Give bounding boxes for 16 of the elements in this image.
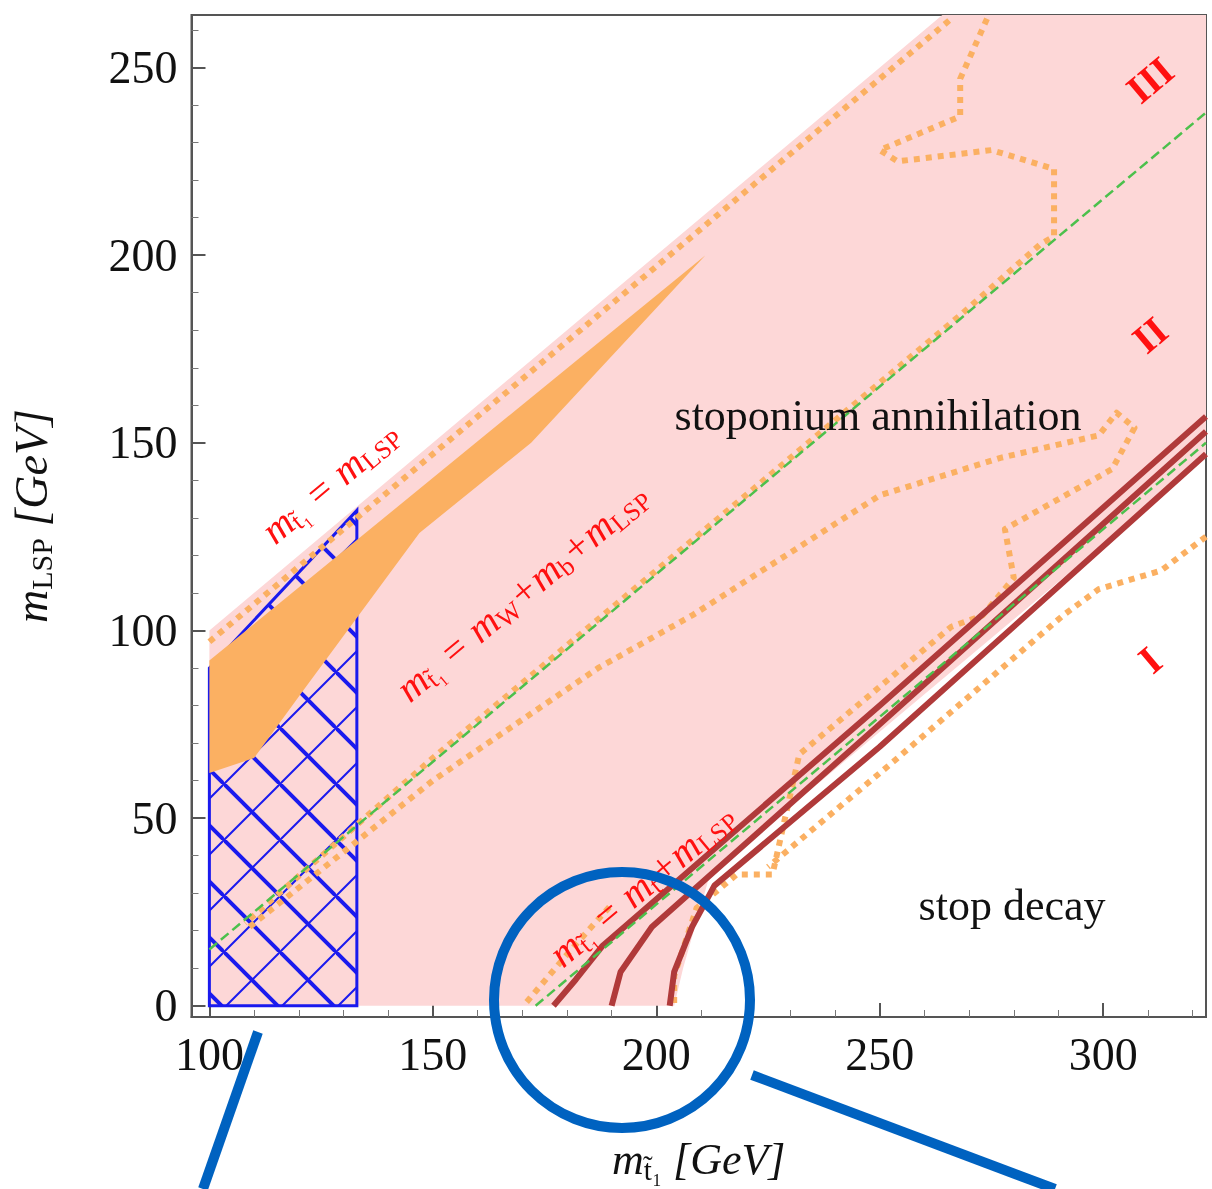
annotation: mt̃₁ = mt+mLSP	[539, 807, 745, 976]
annotation: III	[1117, 47, 1183, 113]
y-tick-label: 50	[131, 792, 178, 844]
y-tick-label: 250	[108, 42, 178, 94]
y-tick-label: 100	[108, 604, 178, 656]
y-tick-label: 150	[108, 417, 178, 469]
annotation: I	[1129, 637, 1171, 683]
x-tick-label: 300	[1068, 1028, 1138, 1080]
annotation: stop decay	[918, 880, 1106, 930]
x-tick-label: 200	[621, 1028, 691, 1080]
y-tick-label: 200	[108, 229, 178, 281]
annotation: II	[1123, 307, 1177, 363]
y-axis-title: mLSP [GeV]	[5, 409, 58, 623]
x-tick-label: 150	[398, 1028, 468, 1080]
annotation: stoponium annihilation	[674, 390, 1082, 440]
x-tick-label: 250	[845, 1028, 915, 1080]
